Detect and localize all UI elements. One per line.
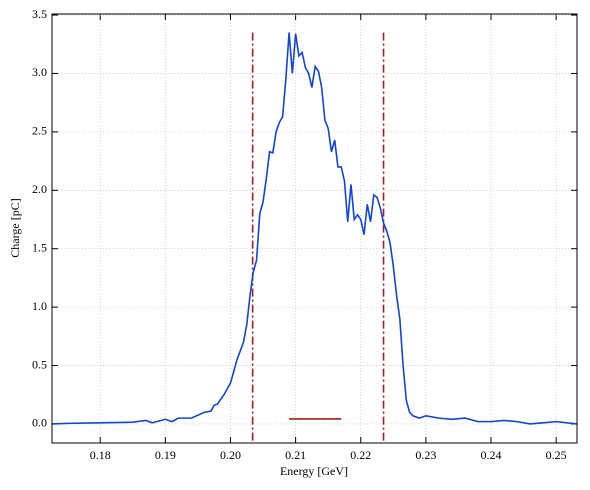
x-tick-label: 0.21 <box>285 448 306 462</box>
x-tick-label: 0.18 <box>90 448 111 462</box>
data-line <box>51 32 578 425</box>
x-tick-label: 0.19 <box>155 448 176 462</box>
y-axis-label: Charge [pC] <box>8 198 22 257</box>
y-tick-label: 2.0 <box>32 182 47 196</box>
x-axis-label: Energy [GeV] <box>280 464 348 478</box>
y-tick-label: 2.5 <box>32 124 47 138</box>
plot-frame <box>51 13 578 444</box>
y-tick-label: 1.0 <box>32 299 47 313</box>
y-tick-label: 3.0 <box>32 65 47 79</box>
y-tick-label: 0.0 <box>32 416 47 430</box>
x-tick-label: 0.22 <box>350 448 371 462</box>
y-tick-label: 0.5 <box>32 357 47 371</box>
x-tick-label: 0.24 <box>481 448 502 462</box>
x-tick-label: 0.25 <box>546 448 567 462</box>
y-tick-label: 1.5 <box>32 240 47 254</box>
x-tick-label: 0.23 <box>415 448 436 462</box>
y-tick-label: 3.5 <box>32 7 47 21</box>
x-tick-label: 0.20 <box>220 448 241 462</box>
